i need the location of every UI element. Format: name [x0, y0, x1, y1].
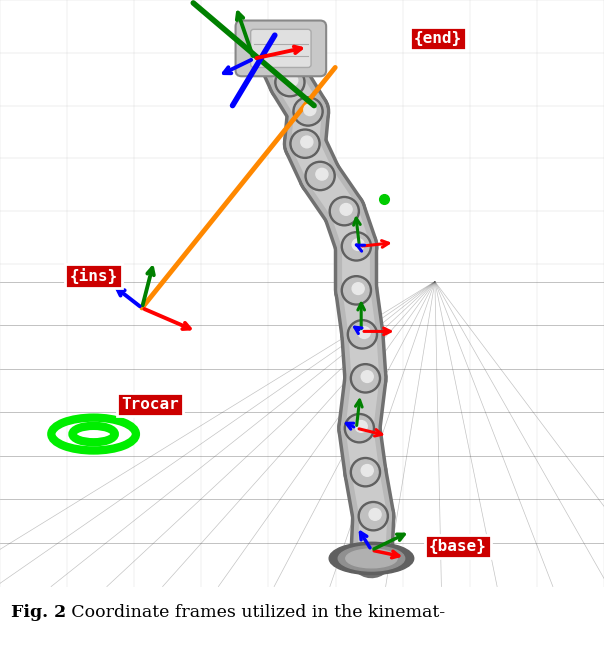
Circle shape [293, 97, 323, 126]
Text: Trocar: Trocar [121, 397, 179, 412]
Circle shape [353, 366, 378, 391]
Circle shape [304, 104, 316, 116]
Circle shape [361, 464, 373, 476]
Circle shape [341, 276, 371, 305]
Circle shape [341, 232, 371, 261]
Circle shape [332, 199, 357, 224]
Ellipse shape [338, 546, 405, 571]
Circle shape [361, 371, 373, 382]
Text: {ins}: {ins} [69, 267, 118, 284]
Circle shape [347, 320, 378, 349]
Text: {end}: {end} [414, 30, 462, 46]
Text: Fig. 2: Fig. 2 [11, 605, 66, 621]
Circle shape [307, 163, 333, 188]
Circle shape [344, 413, 374, 443]
Circle shape [361, 504, 386, 528]
Text: : Coordinate frames utilized in the kinemat-: : Coordinate frames utilized in the kine… [60, 605, 446, 621]
Circle shape [352, 283, 364, 295]
Circle shape [358, 501, 388, 531]
Circle shape [344, 278, 369, 303]
Circle shape [350, 457, 381, 487]
Circle shape [286, 74, 298, 86]
Circle shape [352, 239, 364, 251]
FancyBboxPatch shape [251, 29, 311, 67]
Circle shape [340, 203, 352, 215]
Circle shape [290, 129, 320, 158]
Circle shape [344, 234, 369, 258]
Ellipse shape [345, 549, 397, 568]
Circle shape [358, 327, 370, 339]
Circle shape [277, 70, 303, 94]
Circle shape [350, 364, 381, 393]
Circle shape [301, 136, 313, 148]
Circle shape [347, 416, 372, 441]
Circle shape [369, 508, 381, 520]
Circle shape [275, 67, 305, 97]
Circle shape [329, 196, 359, 226]
Circle shape [316, 169, 328, 180]
Ellipse shape [329, 542, 414, 574]
Circle shape [353, 460, 378, 484]
Circle shape [292, 131, 318, 156]
Circle shape [355, 421, 367, 432]
Circle shape [305, 162, 335, 191]
Text: {base}: {base} [429, 539, 487, 554]
Circle shape [295, 99, 321, 124]
FancyBboxPatch shape [236, 21, 326, 76]
Circle shape [350, 322, 375, 347]
